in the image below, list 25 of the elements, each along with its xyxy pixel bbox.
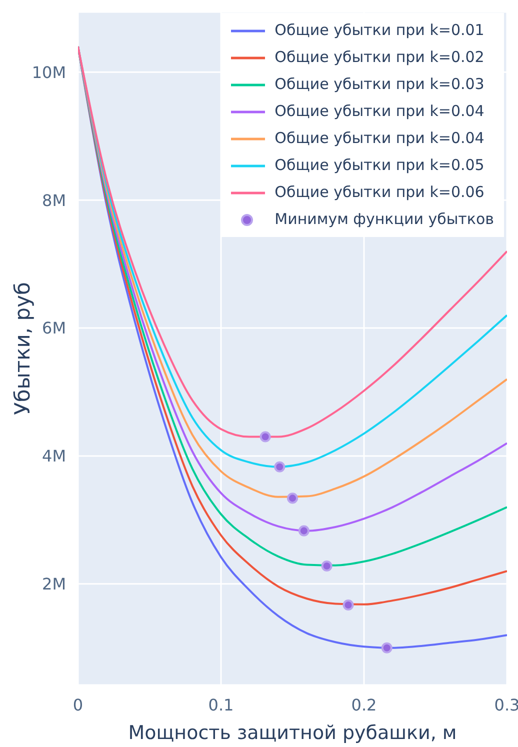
legend-label: Общие убытки при k=0.04 — [274, 128, 484, 149]
y-tick-label: 8M — [42, 190, 66, 210]
x-tick-label: 0.1 — [208, 695, 234, 714]
point — [381, 642, 392, 654]
legend-label: Минимум функции убытков — [274, 209, 494, 230]
x-tick-label: 0.2 — [351, 695, 377, 714]
legend-label: Общие убытки при k=0.06 — [274, 182, 484, 203]
point — [286, 492, 298, 504]
legend-label: Общие убытки при k=0.04 — [274, 101, 484, 122]
point — [298, 525, 310, 536]
y-axis-title: Убытки, руб — [10, 282, 34, 415]
legend-label: Общие убытки при k=0.03 — [274, 74, 484, 95]
point — [342, 600, 354, 611]
x-axis-title: Мощность защитной рубашки, м — [128, 722, 457, 744]
y-tick-label: 2M — [42, 574, 66, 594]
point — [274, 461, 286, 472]
x-tick-label: 0 — [72, 695, 84, 714]
y-tick-label: 4M — [42, 446, 66, 466]
point — [321, 560, 332, 572]
legend-label: Общие убытки при k=0.02 — [274, 47, 484, 68]
point — [260, 431, 271, 442]
legend-label: Общие убытки при k=0.01 — [274, 20, 484, 41]
legend-label: Общие убытки при k=0.05 — [274, 155, 484, 176]
y-tick-label: 10M — [32, 62, 66, 82]
y-tick-label: 6M — [42, 318, 66, 338]
